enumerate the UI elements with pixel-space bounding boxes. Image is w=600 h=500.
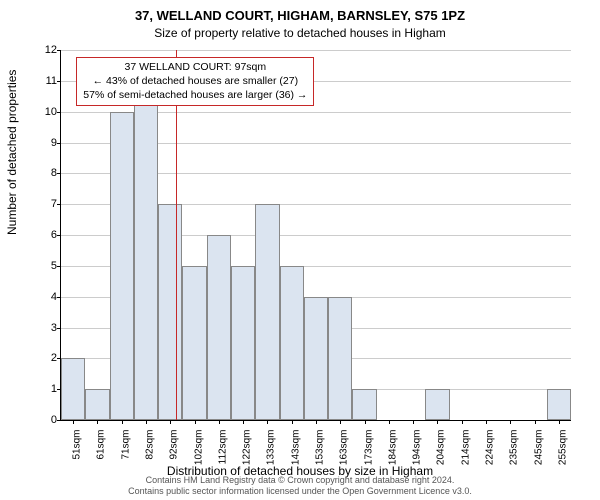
histogram-bar [304,297,328,420]
histogram-bar [231,266,255,420]
footer-line-2: Contains public sector information licen… [128,486,472,496]
xtick-label: 51sqm [72,430,83,460]
ytick-mark [57,204,61,205]
xtick-label: 112sqm [217,430,228,465]
histogram-bar [328,297,352,420]
ytick-mark [57,143,61,144]
xtick-label: 92sqm [169,430,180,460]
xtick-label: 102sqm [193,430,204,466]
xtick-label: 235sqm [509,430,520,466]
xtick-mark [437,420,438,424]
histogram-bar [158,204,182,420]
ytick-mark [57,297,61,298]
histogram-bar [85,389,109,420]
xtick-label: 173sqm [363,430,374,466]
histogram-bar [255,204,279,420]
ytick-mark [57,235,61,236]
ytick-label: 11 [46,75,57,87]
xtick-mark [389,420,390,424]
ytick-mark [57,420,61,421]
histogram-bar [547,389,571,420]
ytick-mark [57,328,61,329]
annotation-line-1: 37 WELLAND COURT: 97sqm [83,61,307,75]
xtick-label: 122sqm [242,430,253,466]
ytick-label: 12 [45,44,57,56]
ytick-label: 10 [45,106,57,118]
xtick-mark [195,420,196,424]
xtick-label: 204sqm [436,430,447,466]
xtick-mark [219,420,220,424]
annotation-line-3: 57% of semi-detached houses are larger (… [83,89,307,103]
xtick-label: 194sqm [412,430,423,466]
xtick-mark [97,420,98,424]
ytick-label: 5 [51,260,57,272]
xtick-label: 245sqm [533,430,544,466]
xtick-mark [243,420,244,424]
ytick-label: 8 [51,167,57,179]
xtick-mark [365,420,366,424]
histogram-bar [280,266,304,420]
histogram-bar [425,389,449,420]
xtick-mark [413,420,414,424]
xtick-label: 255sqm [557,430,568,466]
xtick-label: 163sqm [339,430,350,466]
gridline [61,50,571,51]
xtick-label: 224sqm [485,430,496,466]
ytick-label: 9 [51,137,57,149]
xtick-label: 153sqm [315,430,326,466]
xtick-mark [170,420,171,424]
footer-attribution: Contains HM Land Registry data © Crown c… [0,475,600,497]
histogram-bar [182,266,206,420]
histogram-bar [352,389,376,420]
xtick-mark [462,420,463,424]
ytick-mark [57,81,61,82]
xtick-mark [292,420,293,424]
xtick-mark [267,420,268,424]
ytick-label: 1 [51,383,57,395]
ytick-mark [57,266,61,267]
xtick-mark [73,420,74,424]
xtick-label: 61sqm [96,430,107,460]
histogram-bar [207,235,231,420]
xtick-mark [535,420,536,424]
chart-subtitle: Size of property relative to detached ho… [0,26,600,40]
ytick-label: 3 [51,322,57,334]
ytick-label: 0 [51,414,57,426]
y-axis-label: Number of detached properties [5,70,19,235]
plot-area: 012345678910111251sqm61sqm71sqm82sqm92sq… [60,50,571,421]
chart-title: 37, WELLAND COURT, HIGHAM, BARNSLEY, S75… [0,8,600,23]
xtick-mark [486,420,487,424]
ytick-label: 2 [51,352,57,364]
ytick-label: 6 [51,229,57,241]
xtick-mark [559,420,560,424]
xtick-mark [316,420,317,424]
xtick-label: 133sqm [266,430,277,466]
xtick-label: 184sqm [387,430,398,466]
ytick-label: 4 [51,291,57,303]
annotation-box: 37 WELLAND COURT: 97sqm← 43% of detached… [76,57,314,106]
ytick-mark [57,112,61,113]
ytick-label: 7 [51,198,57,210]
ytick-mark [57,173,61,174]
xtick-mark [146,420,147,424]
xtick-mark [122,420,123,424]
histogram-bar [61,358,85,420]
histogram-bar [134,81,158,420]
xtick-mark [510,420,511,424]
xtick-label: 214sqm [460,430,471,466]
histogram-bar [110,112,134,420]
xtick-mark [340,420,341,424]
xtick-label: 82sqm [145,430,156,460]
xtick-label: 71sqm [120,430,131,460]
xtick-label: 143sqm [290,430,301,466]
footer-line-1: Contains HM Land Registry data © Crown c… [146,475,455,485]
ytick-mark [57,50,61,51]
annotation-line-2: ← 43% of detached houses are smaller (27… [83,75,307,89]
